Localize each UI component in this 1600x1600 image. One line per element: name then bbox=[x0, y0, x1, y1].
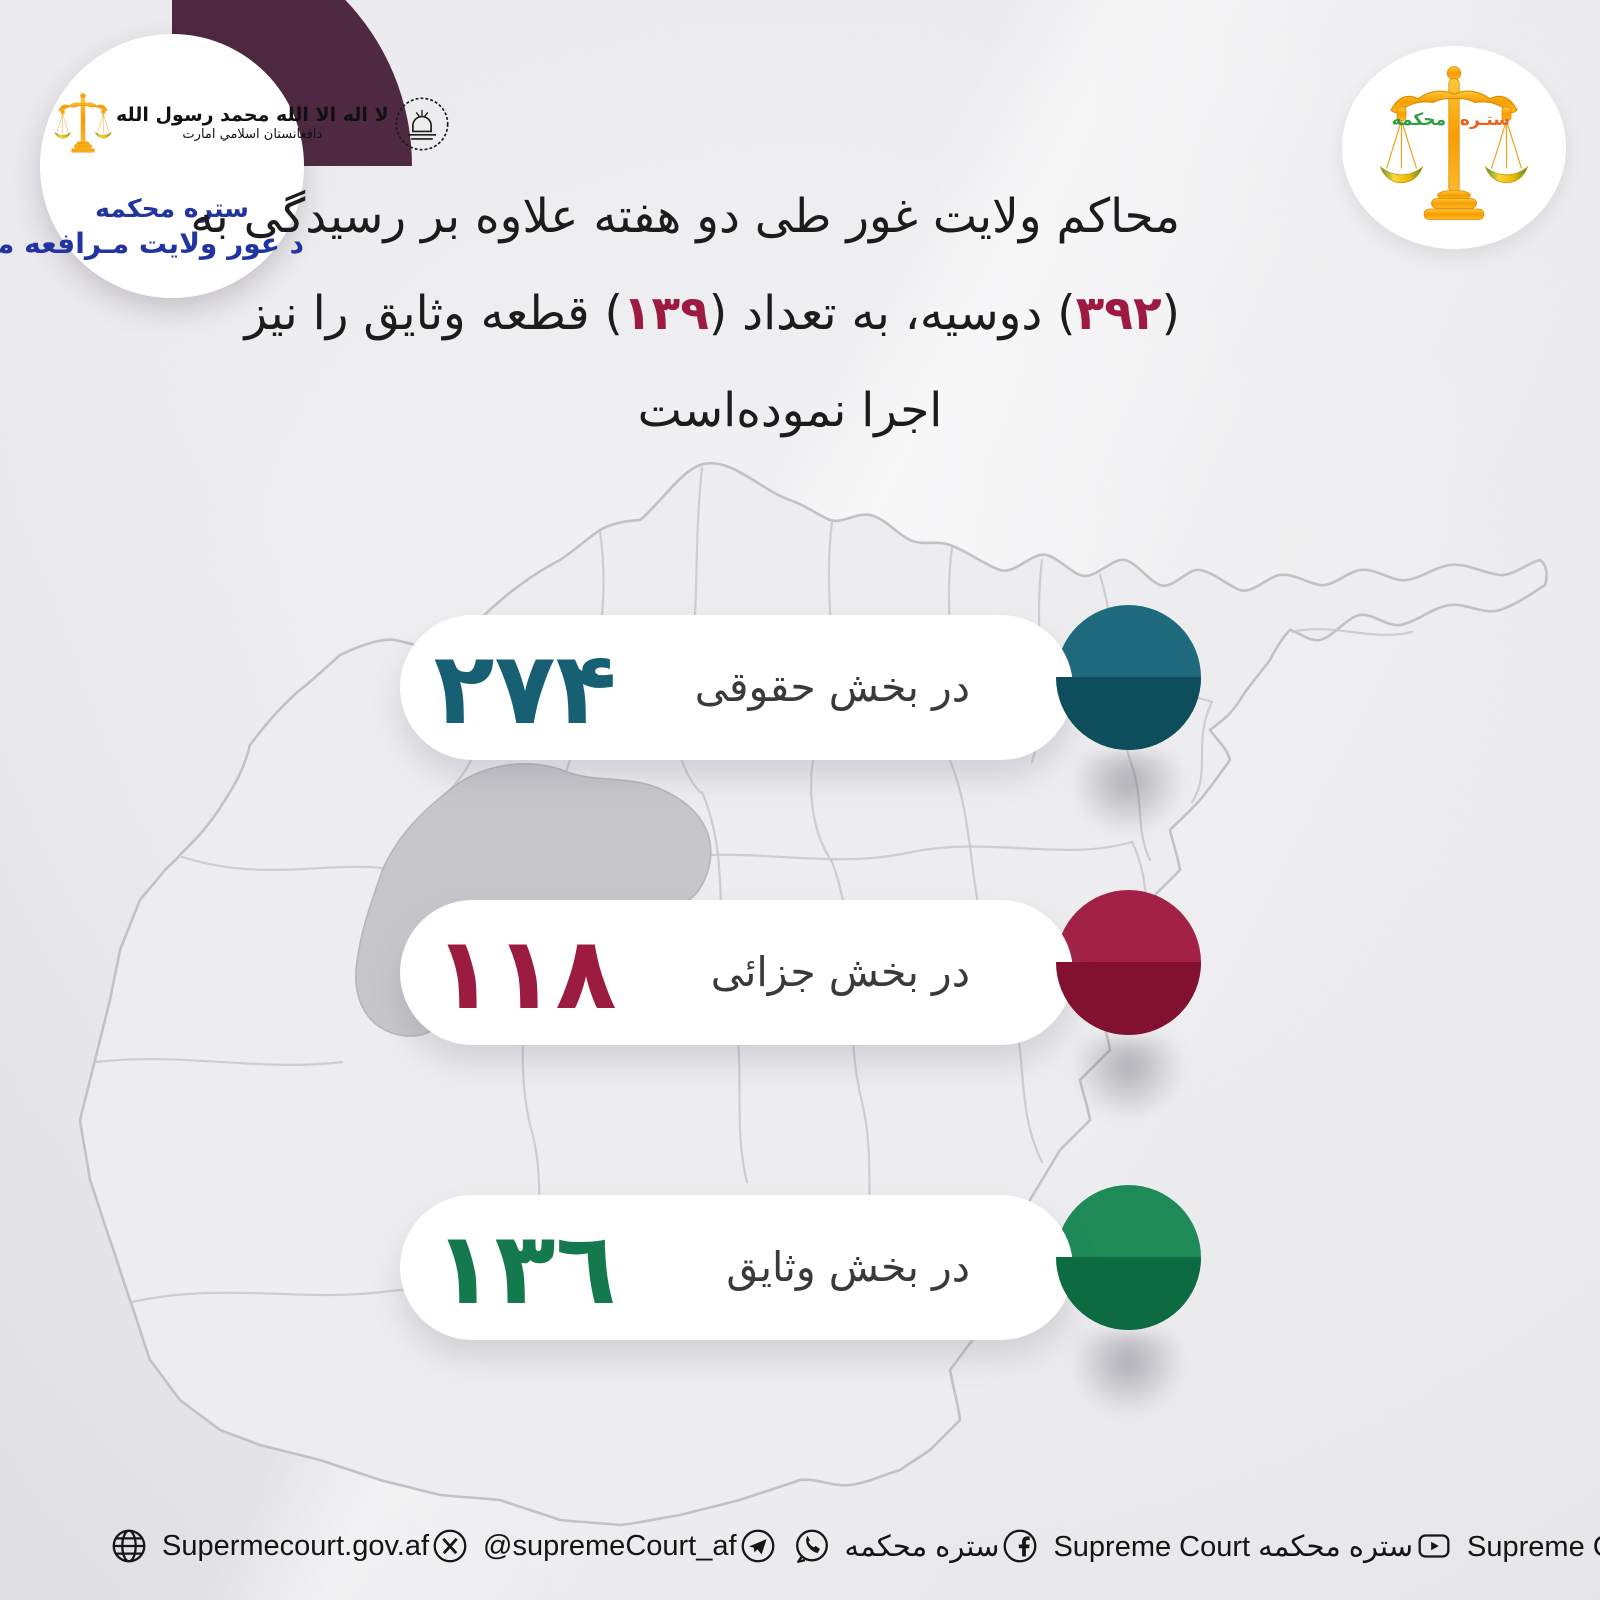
stat-value: ١٣٦ bbox=[433, 1210, 617, 1327]
headline-seg: ) قطعه وثایق را نیز bbox=[244, 286, 623, 341]
headline-line-3: اجرا نموده‌است bbox=[637, 383, 943, 438]
globe-icon bbox=[112, 1529, 146, 1563]
facebook-account-label: Supreme Court ستره محکمه bbox=[1053, 1530, 1414, 1563]
headline: محاکم ولایت غور طی دو هفته علاوه بر رسید… bbox=[190, 168, 1180, 459]
headline-seg: ) دوسیه، به تعداد ( bbox=[708, 286, 1076, 341]
stat-circle-dark-half bbox=[1056, 962, 1201, 1035]
emirate-emblem-icon bbox=[395, 97, 449, 151]
messenger-account-label: ستره محکمه bbox=[844, 1530, 1000, 1563]
headline-number-392: ۳۹۲ bbox=[1075, 286, 1162, 341]
stat-card-documents: ١٣٦ در بخش وثایق bbox=[400, 1185, 1210, 1513]
youtube-icon bbox=[1418, 1534, 1450, 1558]
footer-messengers[interactable]: ستره محکمه bbox=[737, 1525, 1000, 1567]
footer-website[interactable]: Supermecourt.gov.af bbox=[108, 1525, 429, 1567]
telegram-icon bbox=[741, 1529, 774, 1563]
stat-label: در بخش وثایق bbox=[726, 1243, 970, 1291]
headline-line-1: محاکم ولایت غور طی دو هفته علاوه بر رسید… bbox=[190, 189, 1180, 244]
shahada-text: لا اله الا الله محمد رسول الله bbox=[116, 103, 389, 126]
headline-seg: ( bbox=[1161, 286, 1180, 341]
stat-value: ۱۱۸ bbox=[433, 915, 617, 1032]
footer-youtube[interactable]: Supreme Court ستره محکمه bbox=[1413, 1525, 1600, 1567]
shahada-calligraphy: لا اله الا الله محمد رسول الله دافغانستا… bbox=[112, 103, 393, 144]
emirate-caption: دافغانستان اسلامي امارت bbox=[182, 127, 323, 143]
headline-number-139: ۱۳۹ bbox=[622, 286, 709, 341]
headline-line-2: (۳۹۲) دوسیه، به تعداد (۱۳۹) قطعه وثایق ر… bbox=[245, 265, 1180, 362]
facebook-icon bbox=[1004, 1529, 1037, 1563]
logo-word-mahkama: محکمه bbox=[1391, 110, 1446, 130]
scales-of-justice-icon bbox=[1379, 60, 1529, 232]
stat-label: در بخش حقوقی bbox=[694, 663, 970, 711]
stat-circle-dark-half bbox=[1056, 677, 1201, 750]
x-icon bbox=[433, 1529, 467, 1563]
stat-card-legal: ۲۷۴ در بخش حقوقی bbox=[400, 605, 1210, 933]
scales-of-justice-icon bbox=[54, 92, 112, 156]
footer-x-account[interactable]: @supremeCourt_af bbox=[429, 1525, 737, 1567]
stat-card-criminal: ۱۱۸ در بخش جزائی bbox=[400, 890, 1210, 1218]
stat-circle-dark-half bbox=[1056, 1257, 1201, 1330]
logo-word-stara: ستـره bbox=[1459, 110, 1510, 130]
circle-reflection-shadow bbox=[1048, 1333, 1208, 1513]
whatsapp-icon bbox=[795, 1529, 828, 1563]
website-url: Supermecourt.gov.af bbox=[162, 1529, 430, 1562]
stat-value: ۲۷۴ bbox=[433, 630, 617, 747]
footer-facebook[interactable]: Supreme Court ستره محکمه bbox=[999, 1525, 1413, 1567]
footer-social-bar: Supermecourt.gov.af @supremeCourt_af ستر… bbox=[0, 1516, 1600, 1576]
youtube-account-label: Supreme Court ستره محکمه bbox=[1467, 1530, 1600, 1563]
stat-label: در بخش جزائی bbox=[710, 948, 970, 996]
supreme-court-logo: ستـره محکمه bbox=[1342, 46, 1566, 249]
x-handle: @supremeCourt_af bbox=[483, 1529, 737, 1562]
